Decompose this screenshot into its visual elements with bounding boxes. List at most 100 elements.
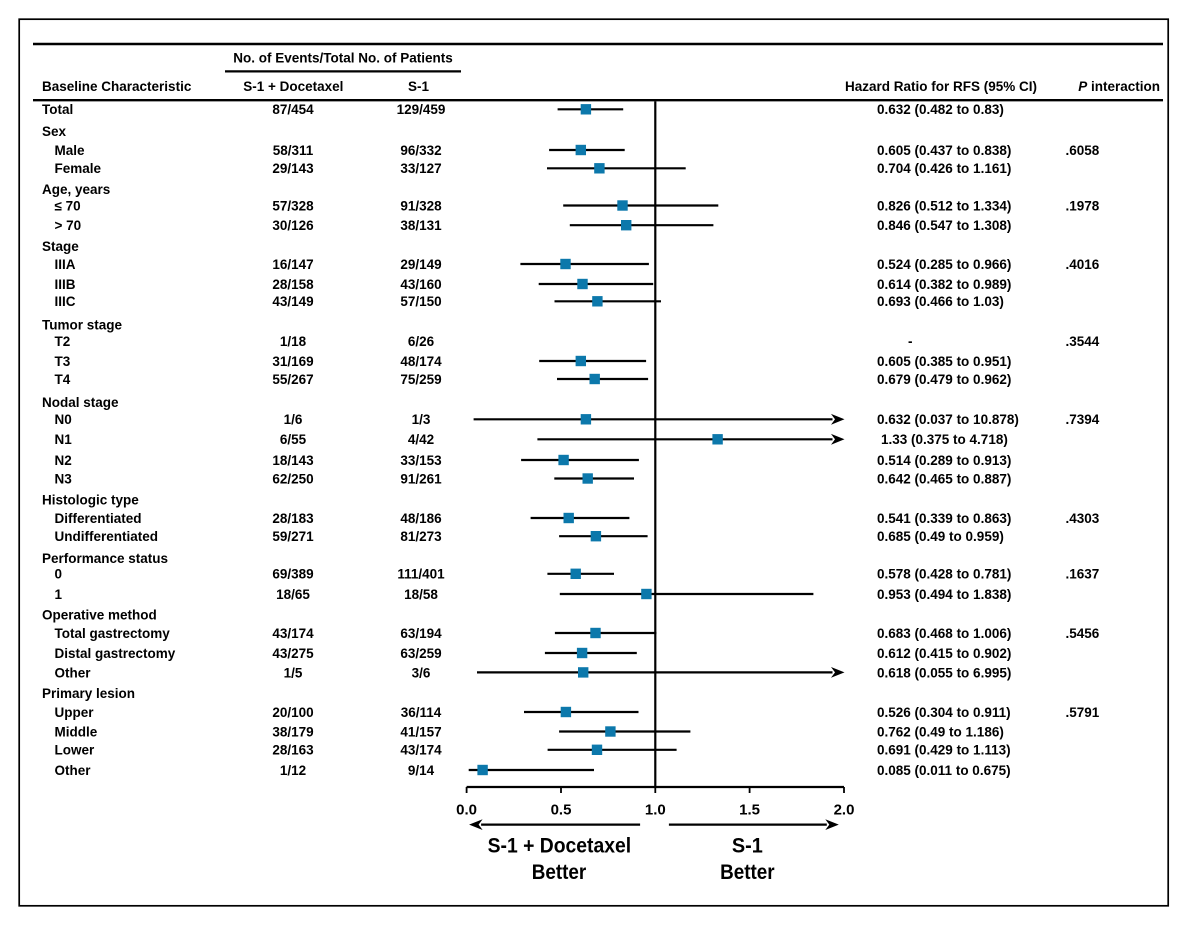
svg-text:57/150: 57/150 [400, 294, 441, 309]
svg-text:Differentiated: Differentiated [55, 511, 142, 526]
svg-text:0.618 (0.055 to 6.995): 0.618 (0.055 to 6.995) [877, 665, 1011, 680]
svg-text:.5791: .5791 [1066, 705, 1100, 720]
svg-text:91/261: 91/261 [400, 471, 442, 486]
svg-text:33/127: 33/127 [400, 161, 441, 176]
svg-text:Upper: Upper [55, 705, 95, 720]
svg-text:75/259: 75/259 [400, 372, 441, 387]
svg-text:0.693 (0.466 to 1.03): 0.693 (0.466 to 1.03) [877, 294, 1004, 309]
svg-text:0.0: 0.0 [456, 802, 477, 819]
svg-text:87/454: 87/454 [272, 102, 314, 117]
svg-text:0.612 (0.415 to 0.902): 0.612 (0.415 to 0.902) [877, 646, 1011, 661]
svg-text:31/169: 31/169 [272, 354, 313, 369]
svg-text:Tumor stage: Tumor stage [42, 318, 123, 333]
svg-text:Baseline Characteristic: Baseline Characteristic [42, 79, 192, 94]
svg-text:S-1: S-1 [408, 79, 430, 94]
svg-text:.7394: .7394 [1066, 412, 1100, 427]
svg-text:Female: Female [55, 161, 102, 176]
svg-text:0.5: 0.5 [551, 802, 572, 819]
svg-text:Better: Better [532, 861, 587, 884]
svg-text:91/328: 91/328 [400, 198, 442, 213]
svg-text:0.524 (0.285 to 0.966): 0.524 (0.285 to 0.966) [877, 257, 1011, 272]
svg-text:No. of Events/Total No. of Pat: No. of Events/Total No. of Patients [233, 51, 453, 66]
svg-text:18/65: 18/65 [276, 587, 310, 602]
svg-text:57/328: 57/328 [272, 198, 314, 213]
svg-text:18/143: 18/143 [272, 453, 314, 468]
svg-text:Total: Total [42, 102, 73, 117]
svg-text:Total gastrectomy: Total gastrectomy [55, 626, 171, 641]
svg-text:63/259: 63/259 [400, 646, 441, 661]
svg-text:Other: Other [55, 763, 92, 778]
svg-text:1/6: 1/6 [284, 412, 303, 427]
svg-text:9/14: 9/14 [408, 763, 435, 778]
svg-text:6/55: 6/55 [280, 432, 307, 447]
svg-text:Hazard Ratio for RFS (95% CI): Hazard Ratio for RFS (95% CI) [845, 79, 1037, 94]
svg-text:0.085 (0.011 to 0.675): 0.085 (0.011 to 0.675) [877, 763, 1011, 778]
svg-text:N2: N2 [55, 453, 72, 468]
svg-text:0.704 (0.426 to 1.161): 0.704 (0.426 to 1.161) [877, 161, 1011, 176]
svg-text:0.526 (0.304 to 0.911): 0.526 (0.304 to 0.911) [877, 705, 1011, 720]
svg-text:0.762 (0.49 to 1.186): 0.762 (0.49 to 1.186) [877, 724, 1004, 739]
svg-text:28/163: 28/163 [272, 743, 314, 758]
svg-text:43/174: 43/174 [272, 626, 314, 641]
svg-text:4/42: 4/42 [408, 432, 434, 447]
svg-text:Sex: Sex [42, 124, 67, 139]
svg-text:69/389: 69/389 [272, 567, 313, 582]
svg-text:.3544: .3544 [1066, 334, 1100, 349]
svg-text:> 70: > 70 [55, 218, 82, 233]
svg-text:1/18: 1/18 [280, 334, 307, 349]
svg-text:.6058: .6058 [1066, 143, 1100, 158]
svg-text:Middle: Middle [55, 724, 98, 739]
svg-text:N3: N3 [55, 471, 73, 486]
svg-text:Primary lesion: Primary lesion [42, 686, 135, 701]
svg-text:0.679 (0.479 to 0.962): 0.679 (0.479 to 0.962) [877, 372, 1011, 387]
svg-text:Distal gastrectomy: Distal gastrectomy [55, 646, 176, 661]
svg-text:30/126: 30/126 [272, 218, 314, 233]
svg-text:0.826 (0.512 to 1.334): 0.826 (0.512 to 1.334) [877, 198, 1011, 213]
svg-text:Operative method: Operative method [42, 608, 157, 623]
svg-text:59/271: 59/271 [272, 529, 314, 544]
svg-text:43/275: 43/275 [272, 646, 314, 661]
svg-text:16/147: 16/147 [272, 257, 313, 272]
svg-text:1/12: 1/12 [280, 763, 306, 778]
svg-text:0.685 (0.49 to 0.959): 0.685 (0.49 to 0.959) [877, 529, 1004, 544]
svg-text:S-1 + Docetaxel: S-1 + Docetaxel [488, 835, 632, 858]
svg-text:48/174: 48/174 [400, 354, 442, 369]
svg-text:0.614 (0.382 to 0.989): 0.614 (0.382 to 0.989) [877, 277, 1011, 292]
svg-text:Undifferentiated: Undifferentiated [55, 529, 159, 544]
svg-text:58/311: 58/311 [273, 143, 314, 158]
svg-text:P interaction: P interaction [1078, 79, 1160, 94]
svg-text:0.605 (0.437 to 0.838): 0.605 (0.437 to 0.838) [877, 143, 1011, 158]
svg-text:Better: Better [720, 861, 775, 884]
svg-text:.5456: .5456 [1066, 626, 1100, 641]
svg-text:29/149: 29/149 [400, 257, 441, 272]
svg-text:63/194: 63/194 [400, 626, 442, 641]
svg-text:1: 1 [55, 587, 63, 602]
svg-text:Male: Male [55, 143, 86, 158]
svg-text:S-1: S-1 [732, 835, 763, 858]
svg-text:Other: Other [55, 665, 92, 680]
svg-text:≤ 70: ≤ 70 [55, 198, 81, 213]
svg-text:62/250: 62/250 [272, 471, 313, 486]
svg-text:96/332: 96/332 [400, 143, 441, 158]
svg-text:IIIA: IIIA [55, 257, 76, 272]
svg-text:0.514 (0.289 to 0.913): 0.514 (0.289 to 0.913) [877, 453, 1011, 468]
svg-text:IIIB: IIIB [55, 277, 76, 292]
svg-text:S-1 + Docetaxel: S-1 + Docetaxel [243, 79, 343, 94]
svg-text:0.846 (0.547 to 1.308): 0.846 (0.547 to 1.308) [877, 218, 1011, 233]
svg-text:129/459: 129/459 [397, 102, 446, 117]
svg-text:43/149: 43/149 [272, 294, 313, 309]
svg-text:Histologic type: Histologic type [42, 493, 139, 508]
svg-text:48/186: 48/186 [400, 511, 442, 526]
svg-text:0.953 (0.494 to 1.838): 0.953 (0.494 to 1.838) [877, 587, 1011, 602]
svg-text:Performance status: Performance status [42, 551, 168, 566]
svg-text:0.632 (0.482 to 0.83): 0.632 (0.482 to 0.83) [877, 102, 1004, 117]
svg-text:43/174: 43/174 [400, 743, 442, 758]
svg-text:28/158: 28/158 [272, 277, 314, 292]
svg-text:.1637: .1637 [1066, 567, 1100, 582]
svg-text:18/58: 18/58 [404, 587, 438, 602]
svg-text:.1978: .1978 [1066, 198, 1100, 213]
svg-text:43/160: 43/160 [400, 277, 441, 292]
svg-text:0.578 (0.428 to 0.781): 0.578 (0.428 to 0.781) [877, 567, 1011, 582]
svg-text:1/5: 1/5 [284, 665, 303, 680]
svg-text:0.683 (0.468 to 1.006): 0.683 (0.468 to 1.006) [877, 626, 1011, 641]
